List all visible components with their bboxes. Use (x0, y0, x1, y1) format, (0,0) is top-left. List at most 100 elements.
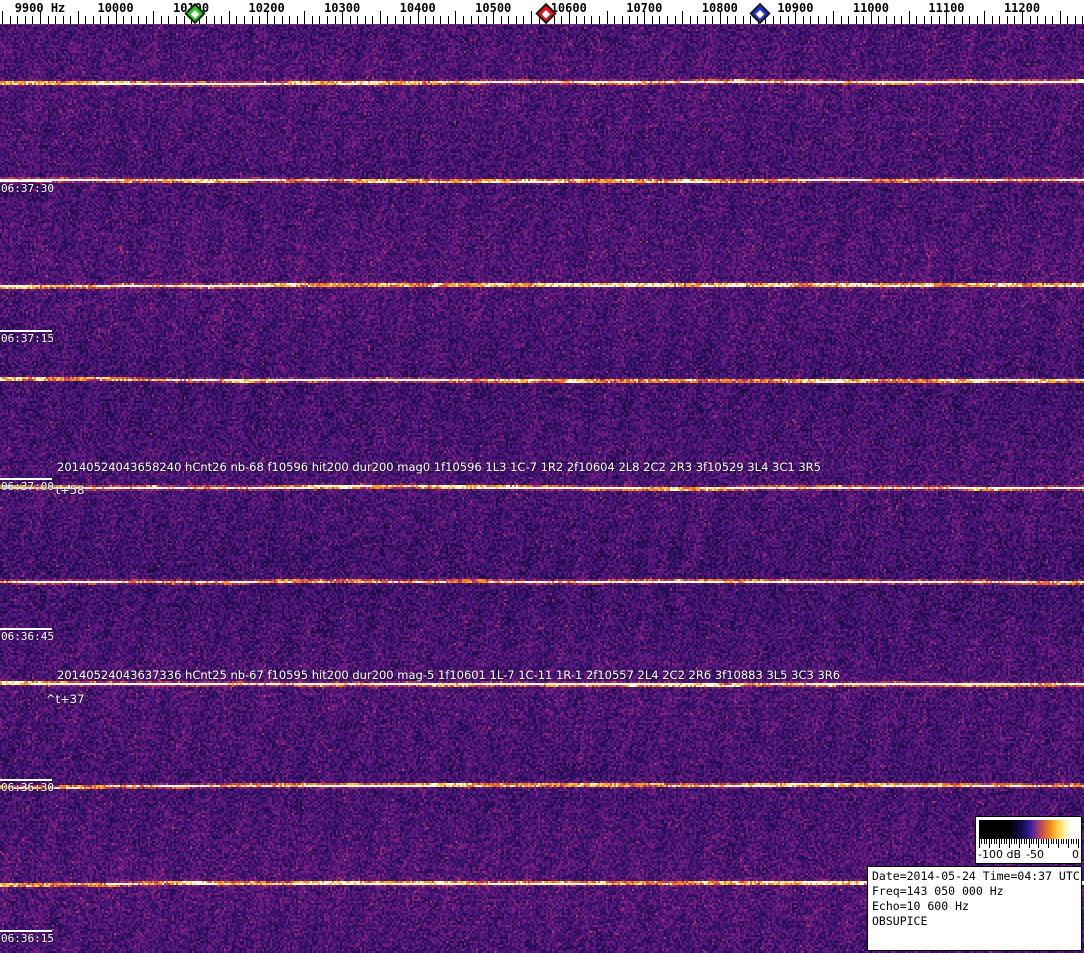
ruler-minor-tick (954, 16, 955, 24)
ruler-major-tick (342, 11, 343, 24)
ruler-minor-tick (32, 16, 33, 24)
ruler-minor-tick (863, 16, 864, 24)
ruler-major-tick (682, 11, 683, 24)
ruler-minor-tick (146, 16, 147, 24)
ruler-minor-tick (735, 16, 736, 24)
colorbar-tick (1003, 839, 1005, 844)
ruler-minor-tick (584, 16, 585, 24)
ruler-minor-tick (924, 16, 925, 24)
ruler-minor-tick (992, 16, 993, 24)
colorbar-tick (1053, 839, 1055, 844)
ruler-minor-tick (289, 16, 290, 24)
event-hcnt25-text: 20140524043637336 hCnt25 nb-67 f10595 hi… (57, 668, 841, 682)
colorbar-tick (998, 839, 1000, 848)
ruler-minor-tick (894, 16, 895, 24)
colorbar-tick (1068, 839, 1070, 848)
ruler-minor-tick (440, 16, 441, 24)
colorbar-tick (1001, 839, 1003, 844)
ruler-minor-tick (85, 16, 86, 24)
ruler-minor-tick (123, 16, 124, 24)
ruler-minor-tick (690, 16, 691, 24)
ruler-major-tick (644, 11, 645, 24)
ruler-major-tick (116, 11, 117, 24)
ruler-label-10300: 10300 (324, 1, 361, 15)
ruler-major-tick (871, 11, 872, 24)
ruler-minor-tick (93, 16, 94, 24)
colorbar-tick (1040, 839, 1042, 844)
colorbar-tick (1018, 839, 1020, 848)
ruler-minor-tick (63, 16, 64, 24)
frequency-ruler[interactable]: 9900 Hz100001010010200103001040010500106… (0, 0, 1084, 25)
time-tick (0, 478, 52, 480)
ruler-label-10800: 10800 (701, 1, 738, 15)
ruler-minor-tick (803, 16, 804, 24)
ruler-minor-tick (856, 16, 857, 24)
time-label-063630: 06:36:30 (1, 781, 54, 794)
colorbar-ticks (979, 839, 1079, 848)
ruler-minor-tick (55, 16, 56, 24)
ruler-baseline (0, 24, 1084, 25)
ruler-label-10900: 10900 (777, 1, 814, 15)
colorbar-min-label: -100 dB (978, 848, 1021, 861)
info-line-station: OBSUPICE (872, 914, 928, 928)
ruler-major-tick (720, 11, 721, 24)
ruler-minor-tick (1014, 16, 1015, 24)
colorbar-gradient (979, 820, 1078, 839)
time-label-063615: 06:36:15 (1, 932, 54, 945)
ruler-minor-tick (705, 16, 706, 24)
ruler-minor-tick (999, 16, 1000, 24)
ruler-major-tick (229, 11, 230, 24)
ruler-minor-tick (1007, 16, 1008, 24)
ruler-minor-tick (350, 16, 351, 24)
ruler-major-tick (1060, 11, 1061, 24)
spectrogram-canvas-area[interactable]: 06:37:30 06:37:15 06:37:00 06:36:45 06:36:30… (0, 25, 1084, 953)
colorbar-tick (1078, 839, 1079, 848)
ruler-minor-tick (826, 16, 827, 24)
marker-blue-icon[interactable] (749, 2, 771, 25)
ruler-major-tick (78, 11, 79, 24)
ruler-minor-tick (471, 16, 472, 24)
ruler-minor-tick (100, 16, 101, 24)
colorbar-tick (1060, 839, 1062, 844)
colorbar-tick (1023, 839, 1025, 844)
ruler-label-11100: 11100 (928, 1, 965, 15)
ruler-minor-tick (410, 16, 411, 24)
ruler-minor-tick (184, 16, 185, 24)
ruler-major-tick (153, 11, 154, 24)
time-label-063715: 06:37:15 (1, 332, 54, 345)
ruler-major-tick (418, 11, 419, 24)
ruler-minor-tick (357, 16, 358, 24)
ruler-minor-tick (176, 16, 177, 24)
ruler-minor-tick (637, 16, 638, 24)
ruler-minor-tick (697, 16, 698, 24)
colorbar-labels: -100 dB -50 0 (978, 848, 1079, 862)
ruler-minor-tick (501, 16, 502, 24)
colorbar-tick (1028, 839, 1030, 848)
ruler-minor-tick (1037, 16, 1038, 24)
colorbar-tick (1045, 839, 1047, 844)
colorbar-tick (1050, 839, 1052, 844)
ruler-minor-tick (17, 16, 18, 24)
ruler-label-10500: 10500 (475, 1, 512, 15)
colorbar-tick (993, 839, 995, 844)
ruler-minor-tick (523, 16, 524, 24)
colorbar-tick (1013, 839, 1015, 844)
ruler-minor-tick (712, 16, 713, 24)
ruler-major-tick (909, 11, 910, 24)
ruler-minor-tick (773, 16, 774, 24)
ruler-minor-tick (591, 16, 592, 24)
colorbar-tick (1008, 839, 1010, 848)
ruler-minor-tick (282, 16, 283, 24)
ruler-minor-tick (743, 16, 744, 24)
colorbar-tick (1075, 839, 1077, 844)
colorbar-tick (1016, 839, 1018, 844)
ruler-minor-tick (810, 16, 811, 24)
ruler-major-tick (40, 11, 41, 24)
ruler-minor-tick (576, 16, 577, 24)
ruler-minor-tick (939, 16, 940, 24)
ruler-label-9900: 9900 Hz (14, 1, 66, 15)
colorbar-tick (981, 839, 983, 844)
ruler-major-tick (795, 11, 796, 24)
ruler-minor-tick (252, 16, 253, 24)
